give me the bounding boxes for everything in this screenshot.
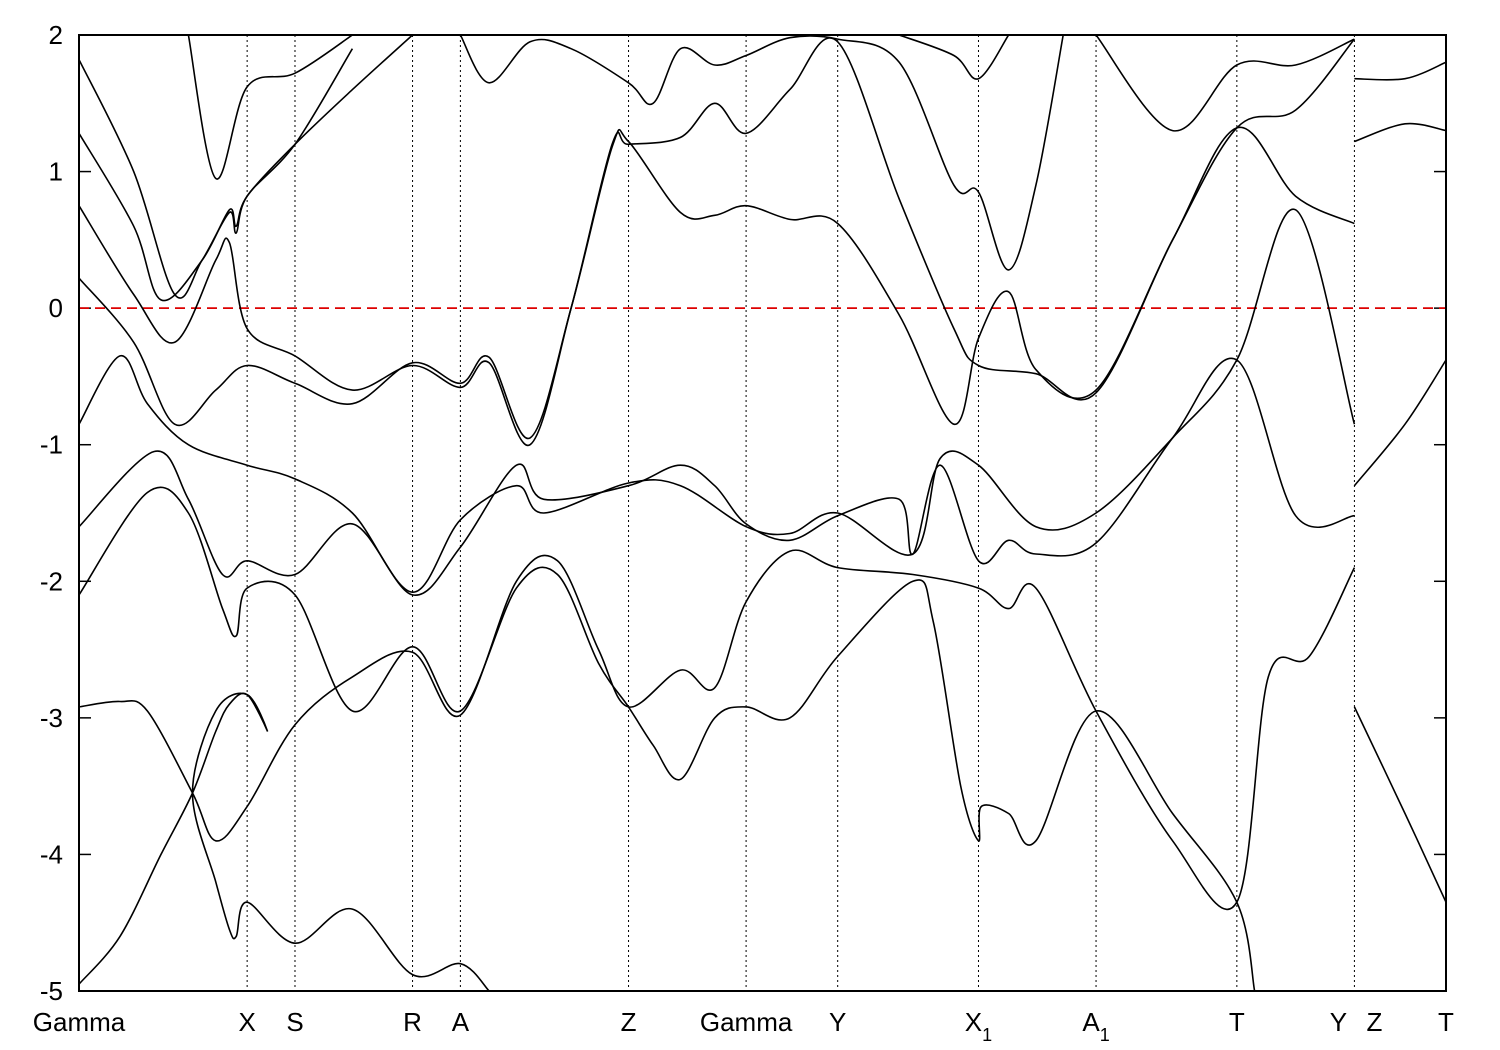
plot-frame bbox=[78, 34, 1447, 992]
x-tick-label: Y bbox=[829, 1007, 846, 1037]
y-axis-ticks bbox=[79, 34, 1446, 992]
band-line-2 bbox=[79, 549, 1356, 911]
x-tick-label: Z bbox=[1366, 1007, 1382, 1037]
band-line-15 bbox=[1353, 706, 1446, 903]
x-tick-label: Gamma bbox=[33, 1007, 126, 1037]
band-line-12 bbox=[898, 35, 1010, 80]
x-tick-label: T bbox=[1438, 1007, 1454, 1037]
x-tick-label: A bbox=[452, 1007, 470, 1037]
band-line-13 bbox=[1095, 35, 1355, 132]
x-tick-label: T bbox=[1229, 1007, 1245, 1037]
y-tick-label: -2 bbox=[40, 566, 63, 596]
y-tick-label: -4 bbox=[40, 839, 63, 869]
band-line-17 bbox=[1354, 61, 1446, 81]
band-line-10 bbox=[187, 35, 353, 180]
x-tick-label: A1 bbox=[1082, 1007, 1109, 1045]
x-axis-labels: Gamma X S R A Z Gamma Y X1 A1 T Y Z T bbox=[33, 1007, 1454, 1045]
x-tick-label: X bbox=[238, 1007, 255, 1037]
band-line-14 bbox=[1353, 359, 1446, 487]
band-line-9 bbox=[79, 48, 354, 299]
y-tick-label: 2 bbox=[49, 20, 63, 50]
kpoint-lines bbox=[246, 35, 1355, 991]
band-line-8 bbox=[79, 35, 414, 302]
y-tick-label: 1 bbox=[49, 157, 63, 187]
band-line-5 bbox=[79, 208, 1356, 594]
band-lines bbox=[79, 35, 1446, 991]
y-tick-label: -1 bbox=[40, 430, 63, 460]
band-line-3 bbox=[79, 486, 1256, 991]
band-line-6 bbox=[79, 126, 1355, 439]
y-tick-label: -5 bbox=[40, 976, 63, 1006]
band-line-1 bbox=[79, 692, 490, 991]
y-tick-label: -3 bbox=[40, 703, 63, 733]
x-tick-label: Y bbox=[1330, 1007, 1347, 1037]
band-line-4 bbox=[79, 357, 1355, 596]
x-tick-label: Gamma bbox=[700, 1007, 793, 1037]
x-tick-label: Z bbox=[621, 1007, 637, 1037]
band-line-16 bbox=[1354, 122, 1446, 143]
y-tick-label: 0 bbox=[49, 293, 63, 323]
band-line-11 bbox=[459, 35, 1064, 271]
x-tick-label: X1 bbox=[965, 1007, 992, 1045]
x-tick-label: R bbox=[403, 1007, 422, 1037]
y-axis-labels: 2 1 0 -1 -2 -3 -4 -5 bbox=[40, 20, 63, 1006]
band-line-7 bbox=[79, 37, 1356, 446]
x-tick-label: S bbox=[286, 1007, 303, 1037]
